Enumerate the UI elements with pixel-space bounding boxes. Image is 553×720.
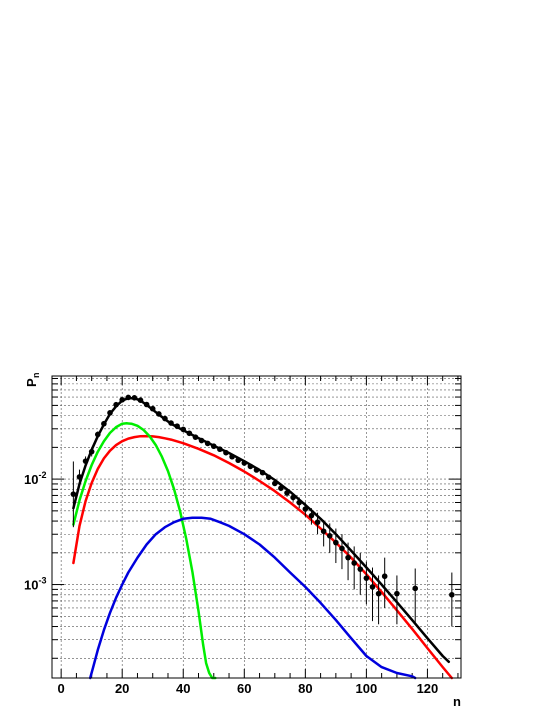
data-point — [125, 394, 132, 401]
x-tick-label: 40 — [176, 681, 190, 696]
data-point — [284, 490, 290, 496]
y-tick-label: 10-3 — [24, 576, 46, 593]
data-point — [107, 410, 113, 416]
data-point — [253, 467, 260, 473]
y-tick-label: 10-2 — [24, 470, 46, 487]
data-point — [351, 560, 357, 566]
data-point — [290, 494, 296, 501]
data-point — [272, 480, 278, 487]
data-point — [394, 590, 400, 597]
x-tick-label: 60 — [237, 681, 251, 696]
data-point — [217, 446, 223, 453]
data-point — [101, 420, 107, 427]
axes-layer: 0 20 40 60 80 100 120 10-3 10-2 — [24, 376, 461, 696]
data-point — [76, 474, 83, 480]
data-point — [449, 591, 455, 598]
data-point — [88, 448, 95, 455]
data-point — [363, 575, 370, 581]
data-point — [223, 449, 229, 456]
data-point — [143, 401, 150, 408]
data-point — [70, 491, 77, 497]
y-axis-label-main: P — [24, 378, 39, 387]
data-point — [241, 460, 248, 466]
series-line-4 — [88, 516, 417, 680]
data-point — [137, 397, 144, 404]
x-axis-label: n — [453, 694, 461, 709]
series-line-3 — [72, 422, 217, 680]
data-point — [326, 532, 333, 539]
series-layer — [72, 396, 454, 680]
data-point — [375, 590, 382, 597]
data-point — [320, 528, 327, 535]
data-point — [314, 519, 321, 526]
data-point — [198, 437, 205, 444]
data-points-layer — [70, 394, 455, 627]
data-point — [82, 458, 89, 464]
data-point — [369, 584, 376, 590]
data-point — [113, 401, 119, 408]
data-point — [180, 426, 187, 433]
data-point — [168, 420, 174, 426]
data-point — [162, 415, 168, 422]
data-point — [247, 463, 254, 470]
data-point — [308, 512, 315, 519]
data-point — [149, 405, 156, 412]
data-point — [94, 431, 101, 438]
data-point — [412, 585, 419, 592]
x-tick-label: 100 — [356, 681, 378, 696]
data-point — [186, 430, 193, 437]
data-point — [131, 395, 138, 401]
x-tick-label: 80 — [298, 681, 312, 696]
data-point — [339, 545, 345, 552]
data-point — [381, 573, 388, 580]
data-point — [345, 554, 351, 561]
data-point — [357, 566, 364, 572]
data-point — [333, 539, 339, 546]
data-point — [296, 499, 303, 506]
y-axis-label-subscript: n — [31, 373, 41, 379]
data-point — [302, 506, 309, 512]
data-point — [119, 396, 126, 403]
x-tick-label: 0 — [58, 681, 65, 696]
x-tick-label: 120 — [417, 681, 439, 696]
data-point — [235, 457, 241, 464]
data-point — [192, 434, 199, 440]
data-point — [204, 440, 211, 447]
data-point — [278, 485, 284, 491]
plot-frame — [51, 375, 462, 679]
data-point — [210, 443, 217, 450]
x-tick-label: 20 — [115, 681, 129, 696]
data-point — [174, 423, 180, 429]
y-axis-label: P n — [24, 373, 41, 388]
data-point — [259, 469, 266, 476]
grid-layer — [52, 376, 461, 678]
data-point — [265, 474, 272, 481]
data-point — [156, 411, 162, 417]
data-point — [229, 453, 235, 460]
